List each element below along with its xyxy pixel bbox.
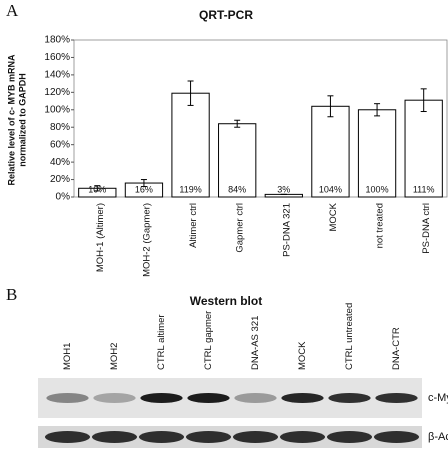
y-tick-label: 60%	[50, 139, 70, 150]
band	[279, 431, 326, 443]
y-tick-label: 20%	[50, 174, 70, 185]
x-tick-label: not treated	[375, 203, 386, 248]
value-label: 16%	[135, 184, 153, 194]
y-tick-label: 180%	[44, 35, 70, 46]
lane-label: MOCK	[297, 341, 308, 370]
lane-label: DNA-CTR	[391, 327, 402, 370]
lane-label: MOH1	[62, 343, 73, 370]
band	[138, 431, 185, 443]
lane-label: DNA-AS 321	[250, 316, 261, 370]
blot-image	[38, 378, 422, 448]
band	[91, 431, 138, 443]
band	[234, 393, 277, 403]
band	[46, 393, 89, 403]
y-tick-label: 0%	[56, 192, 71, 203]
band	[44, 431, 91, 443]
x-tick-label: PS-DNA ctrl	[421, 203, 432, 254]
panel-label: A	[6, 1, 19, 20]
x-tick-label: MOH-2 (Gapmer)	[141, 203, 152, 277]
blot-title: Western blot	[190, 294, 262, 308]
value-label: 3%	[277, 184, 290, 194]
y-tick-label: 80%	[50, 122, 70, 133]
value-label: 100%	[366, 184, 389, 194]
y-tick-label: 100%	[44, 104, 70, 115]
band	[187, 393, 230, 403]
x-tick-label: Altimer ctrl	[188, 203, 199, 248]
y-tick-label: 40%	[50, 157, 70, 168]
band-label: c-Myb	[428, 392, 448, 404]
value-label: 104%	[319, 184, 342, 194]
band	[185, 431, 232, 443]
value-label: 84%	[228, 184, 246, 194]
bar	[404, 99, 443, 198]
band	[93, 393, 136, 403]
x-tick-label: Gapmer ctrl	[235, 203, 246, 253]
y-tick-label: 160%	[44, 52, 70, 63]
band	[232, 431, 279, 443]
lane-label: CTRL altimer	[156, 314, 167, 370]
x-tick-label: PS-DNA 321	[281, 203, 292, 257]
bar	[171, 92, 210, 198]
x-tick-label: MOH-1 (Altimer)	[95, 203, 106, 272]
band	[328, 393, 371, 403]
band	[375, 393, 418, 403]
chart-title: QRT-PCR	[199, 8, 253, 22]
value-label: 111%	[413, 184, 435, 194]
band-label: β-Actin	[428, 431, 448, 443]
bar	[357, 109, 397, 198]
y-tick-label: 140%	[44, 70, 70, 81]
y-axis-label: normalized to GAPDH	[17, 73, 27, 167]
plot-frame	[73, 39, 448, 198]
y-axis-label: Relative level of c- MYB mRNA	[6, 54, 16, 186]
y-tick-label: 120%	[44, 87, 70, 98]
value-label: 119%	[179, 184, 201, 194]
value-label: 10%	[88, 184, 106, 194]
lane-label: CTRL untreated	[344, 303, 355, 370]
lane-label: MOH2	[109, 343, 120, 370]
band	[326, 431, 373, 443]
band	[140, 393, 183, 403]
bar	[311, 105, 350, 198]
band	[373, 431, 420, 443]
x-tick-label: MOCK	[328, 202, 339, 231]
lane-label: CTRL gapmer	[203, 311, 214, 370]
band	[281, 393, 324, 403]
panel-label: B	[6, 285, 17, 304]
